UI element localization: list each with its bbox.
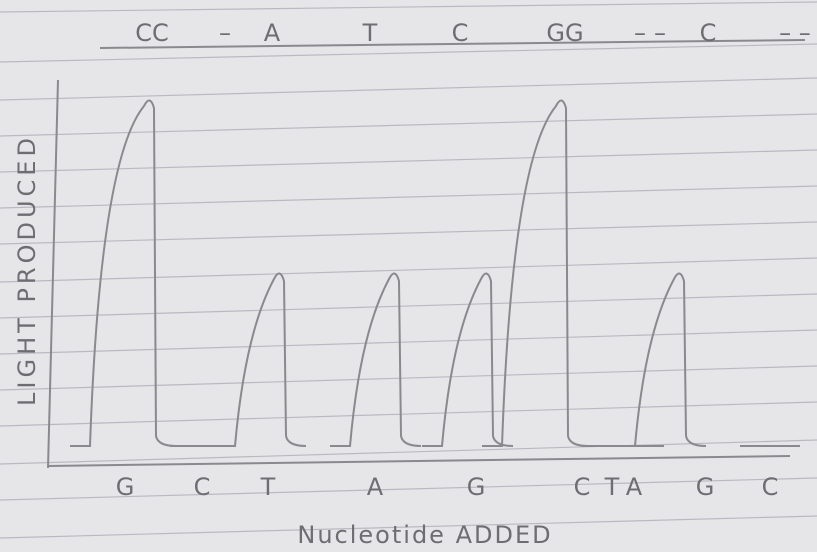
top-label: CC	[135, 19, 169, 47]
x-tick-label: C	[762, 473, 779, 501]
chart: LIGHT PRODUCED Nucleotide ADDED CC–ATCGG…	[0, 0, 817, 552]
top-label: C	[700, 19, 717, 47]
y-axis-label: LIGHT PRODUCED	[13, 134, 41, 406]
top-label: C	[452, 19, 469, 47]
top-label: –	[654, 19, 666, 47]
x-tick-label: C	[574, 473, 591, 501]
x-tick-label: G	[696, 473, 715, 501]
paper	[0, 0, 817, 552]
top-label: –	[634, 19, 646, 47]
x-axis-label: Nucleotide ADDED	[297, 521, 552, 549]
x-tick-label: C	[194, 473, 211, 501]
x-tick-label: G	[116, 473, 135, 501]
top-label: A	[264, 19, 281, 47]
x-tick-label: G	[467, 473, 486, 501]
top-label: – –	[779, 19, 811, 47]
x-tick-label: T	[260, 473, 276, 501]
page: LIGHT PRODUCED Nucleotide ADDED CC–ATCGG…	[0, 0, 817, 552]
x-tick-label: A	[367, 473, 384, 501]
top-label: –	[219, 19, 231, 47]
x-tick-label: T	[604, 473, 620, 501]
top-label: T	[362, 19, 378, 47]
top-label: GG	[546, 19, 583, 47]
x-tick-label: A	[626, 473, 643, 501]
